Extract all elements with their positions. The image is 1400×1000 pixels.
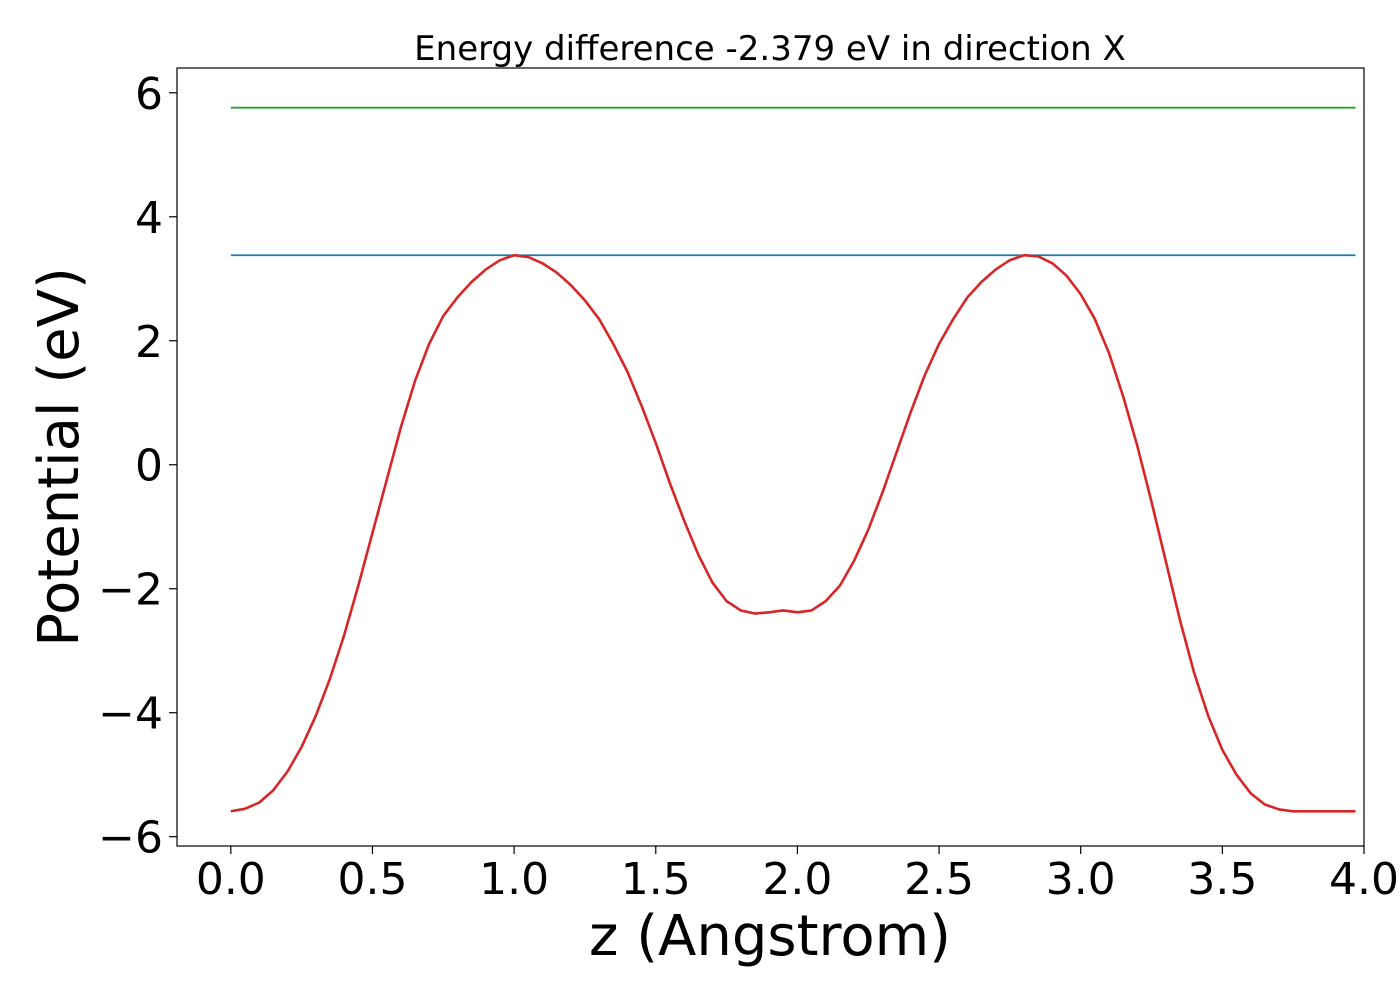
x-tick-label: 0.0 bbox=[196, 854, 266, 905]
x-tick-label: 1.0 bbox=[479, 854, 549, 905]
x-tick-label: 1.5 bbox=[621, 854, 691, 905]
x-axis-ticks: 0.0 0.5 1.0 1.5 2.0 2.5 3.0 3.5 4.0 bbox=[196, 846, 1399, 905]
x-tick-label: 3.0 bbox=[1046, 854, 1116, 905]
x-tick-label: 0.5 bbox=[337, 854, 407, 905]
x-tick-label: 2.0 bbox=[762, 854, 832, 905]
y-tick-label: 4 bbox=[135, 193, 163, 244]
y-tick-label: −4 bbox=[98, 689, 163, 740]
chart-title: Energy difference -2.379 eV in direction… bbox=[414, 29, 1126, 69]
y-tick-label: 6 bbox=[135, 69, 163, 120]
x-tick-label: 3.5 bbox=[1187, 854, 1257, 905]
series-layer bbox=[230, 106, 1356, 813]
plot-frame bbox=[176, 67, 1365, 847]
x-tick-label: 2.5 bbox=[904, 854, 974, 905]
y-axis-ticks: −6 −4 −2 0 2 4 6 bbox=[98, 69, 177, 864]
y-tick-label: −6 bbox=[98, 813, 163, 864]
x-tick-label: 4.0 bbox=[1329, 854, 1399, 905]
y-tick-label: −2 bbox=[98, 565, 163, 616]
y-tick-label: 0 bbox=[135, 441, 163, 492]
y-axis-label: Potential (eV) bbox=[27, 267, 92, 647]
series-line-potential-red bbox=[230, 253, 1356, 813]
y-tick-label: 2 bbox=[135, 317, 163, 368]
x-axis-label: z (Angstrom) bbox=[589, 904, 951, 969]
